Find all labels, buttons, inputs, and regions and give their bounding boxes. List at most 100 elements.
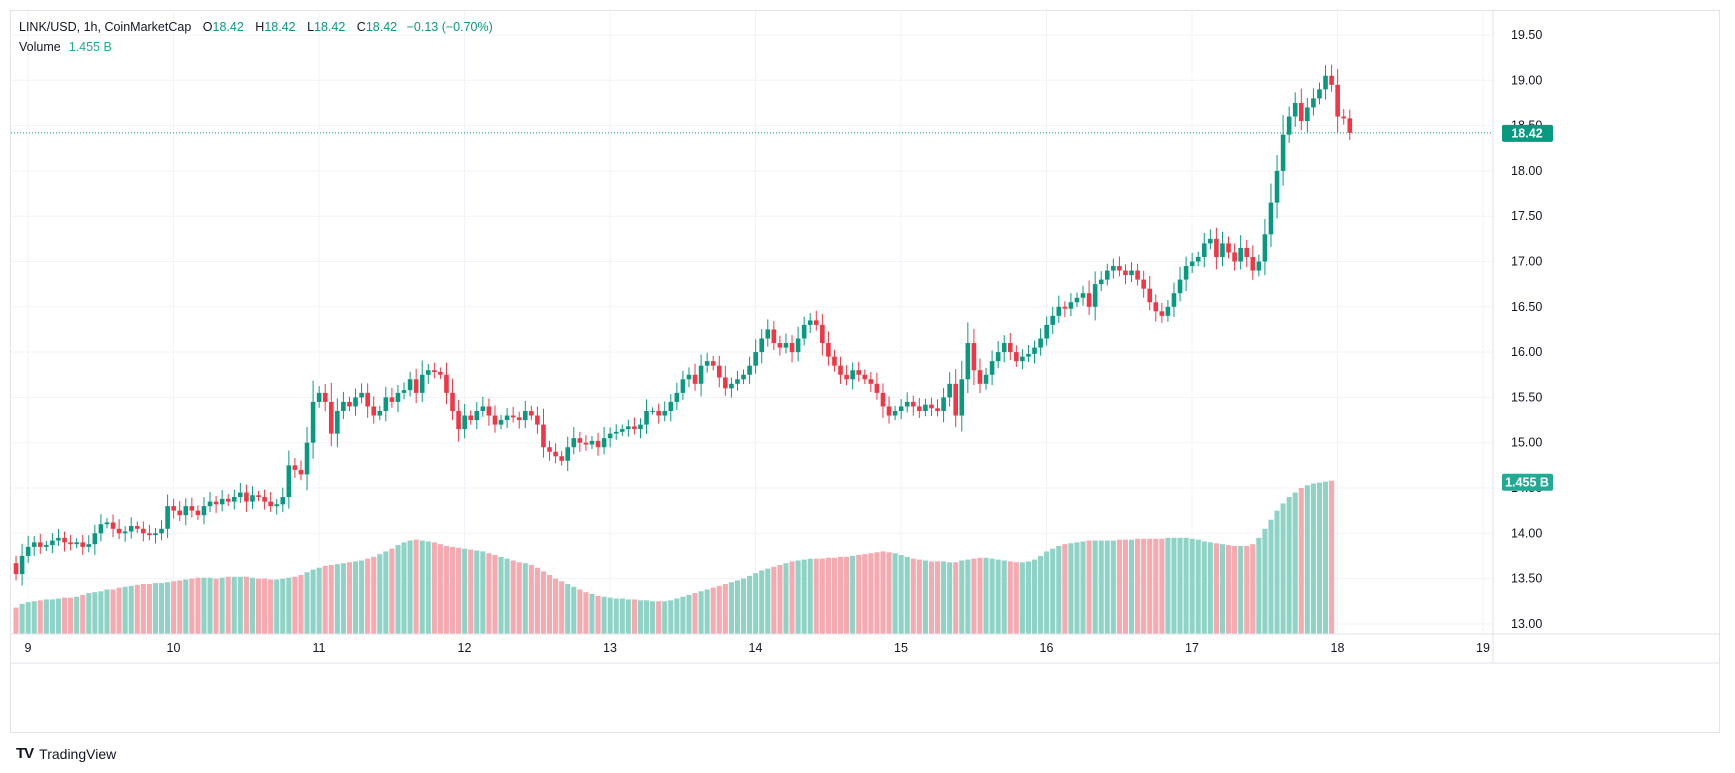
volume-bar: [474, 550, 480, 634]
candle-body: [874, 383, 880, 393]
volume-tag: [1502, 473, 1553, 491]
candle-body: [328, 401, 334, 434]
candle-body: [1098, 279, 1104, 285]
candle-body: [674, 392, 680, 402]
candle-body: [450, 392, 455, 411]
candle-body: [565, 447, 571, 461]
candle-body: [183, 506, 189, 516]
candle-body: [965, 343, 971, 380]
volume-bar: [13, 607, 19, 634]
volume-bar: [122, 586, 128, 634]
volume-bar: [1031, 559, 1038, 634]
volume-bar: [1044, 551, 1050, 634]
candle-body: [1147, 288, 1153, 303]
y-tick-label: 13.50: [1511, 572, 1542, 586]
candle-body: [498, 420, 504, 425]
candle-body: [632, 426, 637, 430]
volume-bar: [892, 553, 898, 634]
candle-body: [456, 410, 461, 430]
volume-bar: [856, 555, 862, 634]
volume-bar: [922, 560, 928, 634]
candle-body: [213, 501, 219, 505]
candle-body: [1335, 84, 1340, 117]
tradingview-brand[interactable]: TV TradingView: [16, 745, 116, 762]
candle-body: [759, 338, 765, 353]
volume-bar: [904, 556, 910, 634]
volume-bar: [1068, 543, 1074, 634]
volume-bar: [152, 583, 159, 634]
candle-body: [1232, 252, 1237, 262]
candle-body: [1062, 306, 1068, 309]
volume-bar: [650, 601, 656, 634]
candle-body: [1201, 243, 1207, 257]
candle-body: [480, 406, 486, 411]
candle-body: [468, 415, 474, 421]
candle-body: [438, 372, 443, 375]
candle-body: [929, 404, 934, 409]
candle-body: [274, 504, 280, 507]
candle-body: [1111, 266, 1116, 271]
candle-body: [704, 361, 710, 366]
volume-tag-label: 1.455 B: [1505, 475, 1549, 489]
volume-bar: [68, 597, 74, 634]
volume-bar: [219, 577, 225, 634]
candle-body: [304, 442, 310, 475]
candle-body: [1026, 353, 1031, 357]
candle-body: [571, 438, 577, 448]
candle-body: [977, 370, 983, 384]
candle-body: [1305, 107, 1310, 122]
candle-body: [1256, 261, 1262, 271]
volume-bar: [1244, 545, 1250, 634]
close-value: 18.42: [365, 20, 398, 34]
volume-bar: [171, 581, 177, 634]
volume-bar: [195, 577, 201, 634]
candle-body: [474, 410, 480, 421]
volume-bar: [359, 560, 365, 634]
volume-bar: [777, 565, 783, 634]
candle-body: [686, 374, 692, 380]
volume-bar: [49, 599, 55, 634]
candle-body: [116, 528, 122, 534]
symbol-label: LINK/USD, 1h, CoinMarketCap: [19, 20, 192, 34]
candle-body: [619, 429, 625, 432]
candle-body: [189, 506, 195, 511]
candle-body: [801, 324, 807, 339]
change-value: −0.13 (−0.70%): [406, 20, 493, 34]
volume-value: 1.455 B: [68, 40, 112, 54]
volume-bar: [1086, 540, 1092, 634]
candle-body: [298, 469, 304, 475]
volume-bar: [1310, 483, 1316, 634]
candle-body: [844, 374, 849, 380]
volume-bar: [643, 600, 650, 634]
x-tick-label: 17: [1185, 641, 1199, 655]
candle-body: [231, 497, 237, 502]
volume-bar: [74, 596, 80, 634]
candle-body: [559, 456, 564, 461]
volume-bar: [771, 566, 777, 634]
candle-body: [1074, 297, 1080, 303]
volume-bar: [116, 587, 122, 634]
candle-body: [383, 397, 389, 411]
candle-body: [347, 401, 352, 407]
candle-body: [923, 404, 928, 411]
candle-body: [341, 401, 346, 411]
candle-body: [407, 379, 413, 391]
candle-body: [1068, 302, 1074, 309]
candle-body: [256, 495, 261, 498]
volume-bar: [680, 596, 686, 634]
candle-body: [1153, 302, 1159, 312]
volume-bar: [80, 594, 86, 634]
volume-bar: [1280, 503, 1286, 634]
x-tick-label: 13: [603, 641, 617, 655]
volume-bar: [522, 563, 528, 634]
volume-bar: [1177, 537, 1183, 634]
candle-body: [529, 410, 534, 416]
y-tick-label: 17.50: [1511, 209, 1542, 223]
time-axis: 9 10 11 12 13 14 15 16 17 18 19: [11, 633, 1720, 664]
candle-body: [13, 563, 19, 575]
candle-body: [553, 451, 558, 457]
candle-body: [195, 510, 201, 516]
volume-bar: [740, 578, 747, 634]
candle-body: [1317, 89, 1322, 99]
